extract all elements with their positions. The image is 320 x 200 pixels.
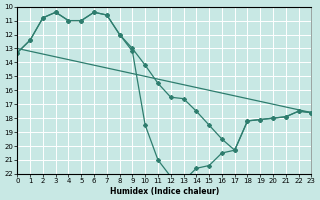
X-axis label: Humidex (Indice chaleur): Humidex (Indice chaleur) [110, 187, 219, 196]
